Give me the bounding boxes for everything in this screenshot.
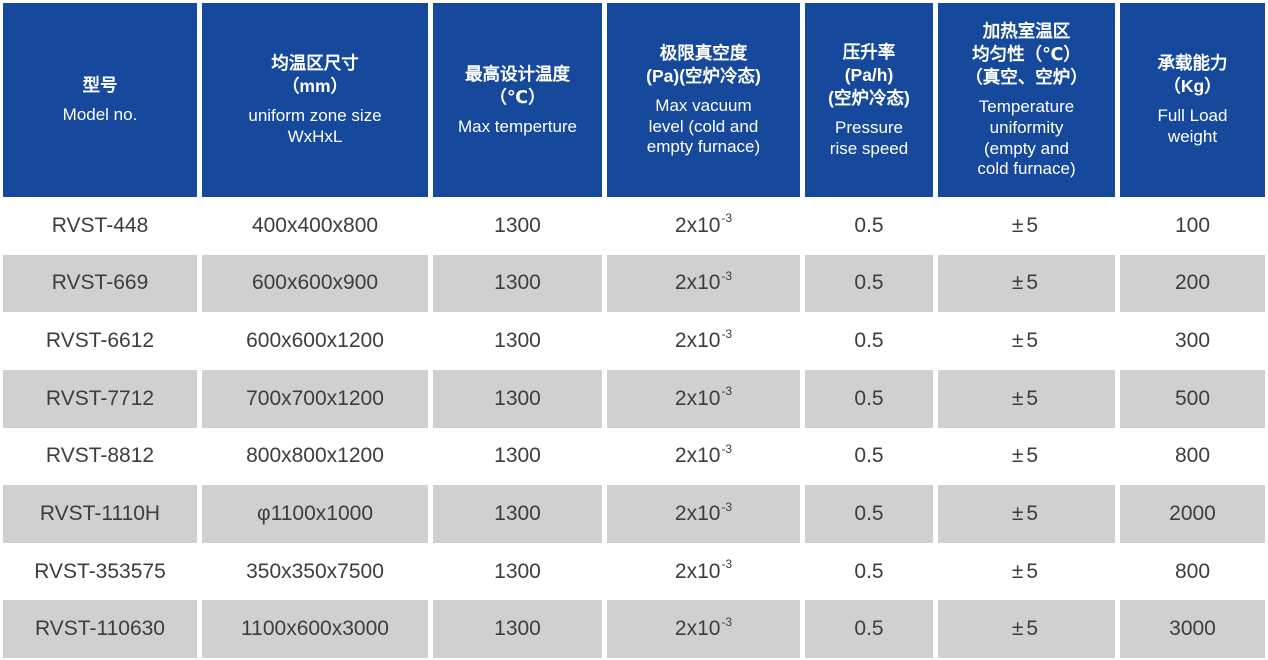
cell-max-temp: 1300 <box>433 254 602 313</box>
header-vacuum-level: 极限真空度 (Pa)(空炉冷态) Max vacuum level (cold … <box>607 3 800 197</box>
cell-uniformity: ±5 <box>938 369 1115 428</box>
cell-uniformity: ±5 <box>938 427 1115 486</box>
header-zh-label: 极限真空度 (Pa)(空炉冷态) <box>646 42 761 86</box>
cell-max-temp: 1300 <box>433 600 602 658</box>
cell-zone-size: 800x800x1200 <box>202 427 428 486</box>
cell-load: 200 <box>1120 254 1265 313</box>
cell-pressure-rise: 0.5 <box>805 369 933 428</box>
cell-model: RVST-110630 <box>3 600 197 658</box>
header-en-label: Full Load weight <box>1157 106 1228 147</box>
cell-max-temp: 1300 <box>433 427 602 486</box>
vacuum-base: 2x10 <box>674 444 721 468</box>
table-row: RVST-110630 1100x600x3000 1300 2x10 -3 0.… <box>3 600 1265 658</box>
header-en-label: Max temperture <box>457 116 578 136</box>
cell-pressure-rise: 0.5 <box>805 254 933 313</box>
vacuum-base: 2x10 <box>674 271 721 295</box>
cell-vacuum-level: 2x10 -3 <box>607 197 800 255</box>
header-max-temp: 最高设计温度 （℃） Max temperture <box>433 3 602 197</box>
cell-load: 800 <box>1120 542 1265 601</box>
cell-pressure-rise: 0.5 <box>805 312 933 370</box>
cell-model: RVST-8812 <box>3 427 197 486</box>
cell-zone-size: 400x400x800 <box>202 197 428 255</box>
header-en-label: Max vacuum level (cold and empty furnace… <box>646 95 761 157</box>
cell-zone-size: 600x600x900 <box>202 254 428 313</box>
cell-pressure-rise: 0.5 <box>805 197 933 255</box>
table-row: RVST-353575 350x350x7500 1300 2x10 -3 0.5… <box>3 542 1265 601</box>
table-row: RVST-7712 700x700x1200 1300 2x10 -3 0.5 ±… <box>3 369 1265 428</box>
cell-uniformity: ±5 <box>938 254 1115 313</box>
header-zh-label: 均温区尺寸 （mm） <box>271 53 359 97</box>
furnace-spec-table: 型号 Model no. 均温区尺寸 （mm） uniform zone siz… <box>3 3 1265 658</box>
header-zh-label: 压升率 (Pa/h) (空炉冷态) <box>828 41 910 108</box>
vacuum-base: 2x10 <box>674 501 721 525</box>
header-uniformity: 加热室温区 均匀性（℃） （真空、空炉） Temperature uniform… <box>938 3 1115 197</box>
cell-vacuum-level: 2x10 -3 <box>607 369 800 428</box>
cell-pressure-rise: 0.5 <box>805 427 933 486</box>
cell-load: 3000 <box>1120 600 1265 658</box>
table-body: RVST-448 400x400x800 1300 2x10 -3 0.5 ±5 … <box>3 197 1265 658</box>
header-load: 承载能力 （Kg） Full Load weight <box>1120 3 1265 197</box>
cell-max-temp: 1300 <box>433 542 602 601</box>
cell-uniformity: ±5 <box>938 542 1115 601</box>
cell-load: 2000 <box>1120 485 1265 543</box>
table-row: RVST-1110H φ1100x1000 1300 2x10 -3 0.5 ±5… <box>3 485 1265 543</box>
header-en-label: uniform zone size WxHxL <box>248 106 382 147</box>
table-row: RVST-6612 600x600x1200 1300 2x10 -3 0.5 ±… <box>3 312 1265 370</box>
cell-uniformity: ±5 <box>938 312 1115 370</box>
cell-zone-size: 600x600x1200 <box>202 312 428 370</box>
cell-zone-size: 1100x600x3000 <box>202 600 428 658</box>
cell-max-temp: 1300 <box>433 312 602 370</box>
header-zh-label: 加热室温区 均匀性（℃） （真空、空炉） <box>965 20 1088 88</box>
cell-load: 500 <box>1120 369 1265 428</box>
cell-vacuum-level: 2x10 -3 <box>607 254 800 313</box>
vacuum-base: 2x10 <box>674 386 721 410</box>
cell-pressure-rise: 0.5 <box>805 485 933 543</box>
table-header-row: 型号 Model no. 均温区尺寸 （mm） uniform zone siz… <box>3 3 1265 197</box>
cell-zone-size: 700x700x1200 <box>202 369 428 428</box>
cell-zone-size: 350x350x7500 <box>202 542 428 601</box>
header-zh-label: 承载能力 （Kg） <box>1157 53 1228 97</box>
vacuum-base: 2x10 <box>674 329 721 353</box>
cell-model: RVST-448 <box>3 197 197 255</box>
cell-vacuum-level: 2x10 -3 <box>607 485 800 543</box>
vacuum-base: 2x10 <box>674 213 721 237</box>
cell-model: RVST-7712 <box>3 369 197 428</box>
cell-load: 800 <box>1120 427 1265 486</box>
cell-load: 100 <box>1120 197 1265 255</box>
table-row: RVST-8812 800x800x1200 1300 2x10 -3 0.5 ±… <box>3 427 1265 486</box>
cell-zone-size: φ1100x1000 <box>202 485 428 543</box>
cell-pressure-rise: 0.5 <box>805 600 933 658</box>
cell-max-temp: 1300 <box>433 485 602 543</box>
header-model: 型号 Model no. <box>3 3 197 197</box>
header-zh-label: 型号 <box>82 75 118 96</box>
cell-load: 300 <box>1120 312 1265 370</box>
cell-model: RVST-1110H <box>3 485 197 543</box>
vacuum-base: 2x10 <box>674 559 721 583</box>
cell-uniformity: ±5 <box>938 485 1115 543</box>
cell-uniformity: ±5 <box>938 197 1115 255</box>
cell-vacuum-level: 2x10 -3 <box>607 427 800 486</box>
cell-max-temp: 1300 <box>433 369 602 428</box>
header-pressure-rise: 压升率 (Pa/h) (空炉冷态) Pressure rise speed <box>805 3 933 197</box>
cell-model: RVST-669 <box>3 254 197 313</box>
table-row: RVST-448 400x400x800 1300 2x10 -3 0.5 ±5 … <box>3 197 1265 255</box>
header-en-label: Model no. <box>62 105 138 125</box>
cell-model: RVST-353575 <box>3 542 197 601</box>
cell-vacuum-level: 2x10 -3 <box>607 600 800 658</box>
cell-vacuum-level: 2x10 -3 <box>607 312 800 370</box>
vacuum-base: 2x10 <box>674 617 721 641</box>
cell-vacuum-level: 2x10 -3 <box>607 542 800 601</box>
cell-model: RVST-6612 <box>3 312 197 370</box>
table-row: RVST-669 600x600x900 1300 2x10 -3 0.5 ±5 … <box>3 254 1265 313</box>
header-zh-label: 最高设计温度 （℃） <box>465 63 570 107</box>
cell-max-temp: 1300 <box>433 197 602 255</box>
cell-pressure-rise: 0.5 <box>805 542 933 601</box>
header-en-label: Pressure rise speed <box>829 117 909 158</box>
header-zone-size: 均温区尺寸 （mm） uniform zone size WxHxL <box>202 3 428 197</box>
cell-uniformity: ±5 <box>938 600 1115 658</box>
header-en-label: Temperature uniformity (empty and cold f… <box>977 97 1076 179</box>
